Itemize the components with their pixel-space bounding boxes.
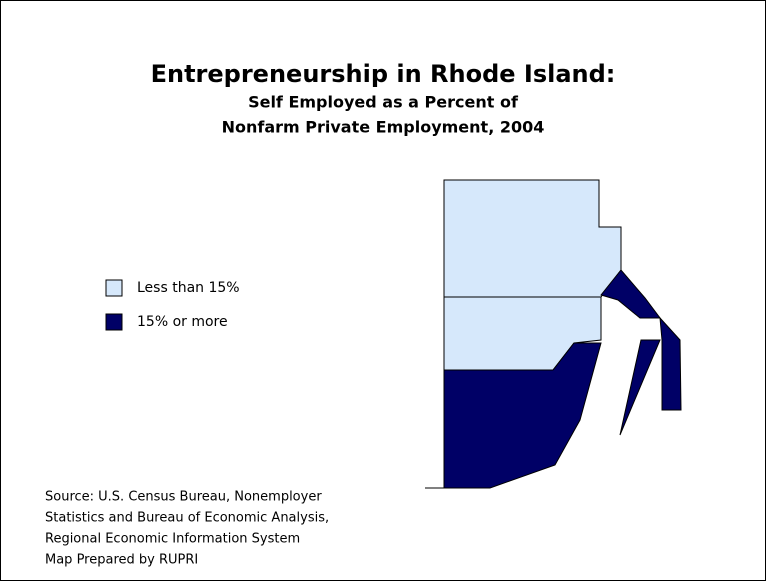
map bbox=[425, 179, 682, 489]
legend-label: Less than 15% bbox=[137, 280, 240, 296]
source-line: Source: U.S. Census Bureau, Nonemployer bbox=[45, 490, 322, 505]
subtitle: Nonfarm Private Employment, 2004 bbox=[222, 118, 545, 137]
newport-county bbox=[619, 339, 661, 436]
title: Entrepreneurship in Rhode Island: bbox=[151, 60, 616, 88]
source: Source: U.S. Census Bureau, Nonemployer S… bbox=[45, 490, 329, 568]
legend: Less than 15% 15% or more bbox=[105, 279, 240, 331]
subtitle: Self Employed as a Percent of bbox=[248, 93, 519, 112]
newport-county bbox=[659, 316, 682, 411]
legend-swatch bbox=[105, 279, 123, 297]
legend-label: 15% or more bbox=[137, 314, 228, 330]
providence-county bbox=[443, 179, 622, 298]
washington-county bbox=[443, 342, 602, 489]
source-line: Statistics and Bureau of Economic Analys… bbox=[45, 511, 329, 526]
source-line: Regional Economic Information System bbox=[45, 532, 300, 547]
source-line: Map Prepared by RUPRI bbox=[45, 553, 198, 568]
legend-swatch bbox=[105, 313, 123, 331]
